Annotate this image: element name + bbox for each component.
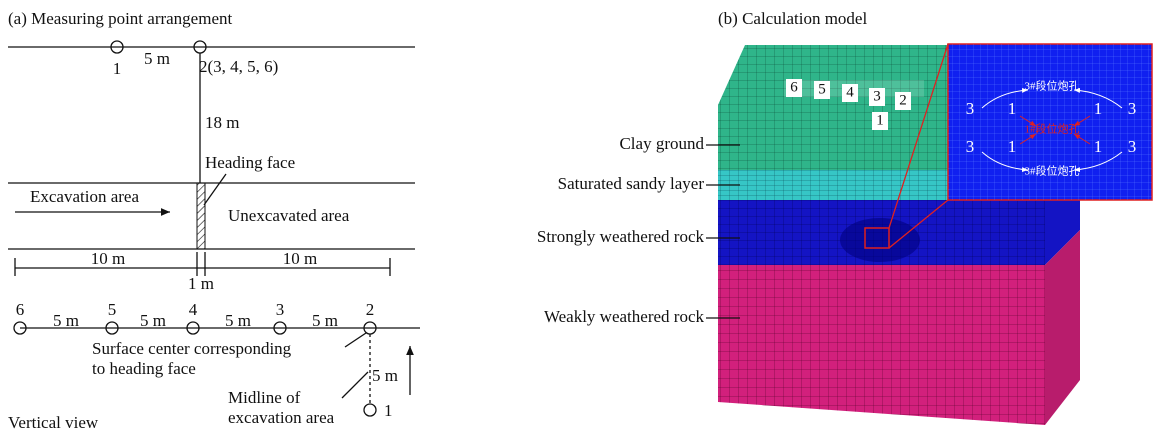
label: 5 m [144,49,170,68]
caption: Vertical view [8,413,99,432]
label: 3#段位炮孔 [1025,164,1080,178]
model-point: 4 [846,84,854,100]
model-point: 5 [818,81,826,97]
label: 1 m [188,274,214,293]
hole-label: 1 [1094,137,1103,156]
model-point: 2 [899,92,907,108]
hole-label: 3 [1128,99,1137,118]
hole-label: 1 [1094,99,1103,118]
weak-rock-mesh [718,265,1045,425]
label: 2(3, 4, 5, 6) [199,57,278,76]
leader-line [345,333,366,347]
panel-title: (b) Calculation model [718,9,867,28]
point-label: 2 [366,300,375,319]
point-label: 1 [384,401,393,420]
page: (a) Measuring point arrangement 1 5 m 2(3, … [0,0,1153,432]
layer-label: Clay ground [619,134,704,153]
dimension-ticks [15,252,390,276]
layer-label: Saturated sandy layer [558,174,705,193]
label: 3#段位炮孔 [1025,79,1080,93]
point-label: 6 [16,300,25,319]
plan-view [14,322,420,416]
spacing-label: 5 m [225,311,251,330]
hole-label: 1 [1008,137,1017,156]
label: Heading face [205,153,295,172]
point-label: 5 [108,300,117,319]
point-label: 4 [189,300,198,319]
point-marker [364,404,376,416]
figure: (a) Measuring point arrangement 1 5 m 2(3, … [0,0,1153,432]
label: 1#段位炮孔 [1025,122,1080,136]
hole-label: 3 [966,99,975,118]
hole-label: 3 [966,137,975,156]
label: Excavation area [30,187,139,206]
spacing-label: 5 m [312,311,338,330]
label: to heading face [92,359,196,378]
panel-title: (a) Measuring point arrangement [8,9,232,28]
hole-label: 1 [1008,99,1017,118]
model-point: 3 [873,88,881,104]
label: Unexcavated area [228,206,350,225]
heading-face [197,183,205,249]
leader-line [204,174,226,205]
label: Midline of [228,388,301,407]
refined-mesh-zone [840,218,920,262]
label: 10 m [283,249,317,268]
model-point: 6 [790,79,798,95]
point-label: 3 [276,300,285,319]
model-point: 1 [876,112,884,128]
layer-label: Weakly weathered rock [544,307,705,326]
spacing-label: 5 m [140,311,166,330]
label: 18 m [205,113,239,132]
hole-label: 3 [1128,137,1137,156]
label: 1 [113,59,122,78]
label: excavation area [228,408,335,427]
leader-line [342,372,368,398]
layer-label: Strongly weathered rock [537,227,705,246]
label: 5 m [372,366,398,385]
label: 10 m [91,249,125,268]
label: Surface center corresponding [92,339,292,358]
calculation-model [706,44,1152,425]
spacing-label: 5 m [53,311,79,330]
